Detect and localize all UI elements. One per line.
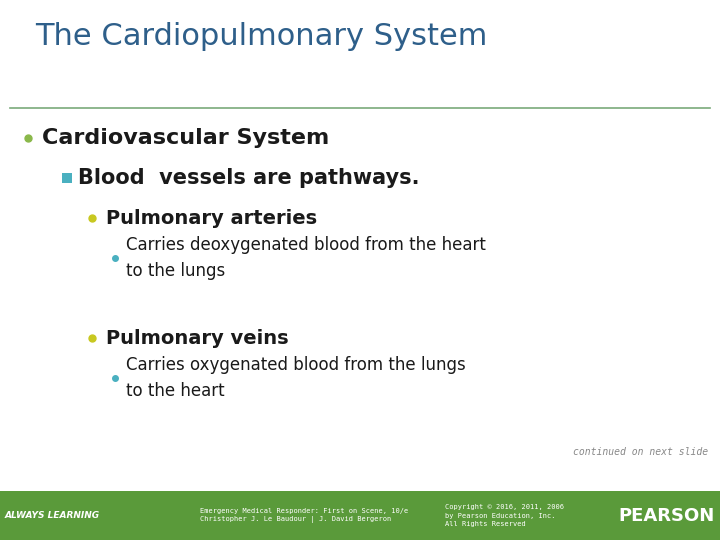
- Text: The Cardiopulmonary System: The Cardiopulmonary System: [35, 22, 487, 51]
- Bar: [62, 173, 72, 183]
- Text: Emergency Medical Responder: First on Scene, 10/e
Christopher J. Le Baudour | J.: Emergency Medical Responder: First on Sc…: [200, 508, 408, 523]
- Text: ALWAYS LEARNING: ALWAYS LEARNING: [5, 511, 100, 520]
- Text: Cardiovascular System: Cardiovascular System: [42, 128, 329, 148]
- Text: Carries oxygenated blood from the lungs
to the heart: Carries oxygenated blood from the lungs …: [126, 356, 466, 400]
- Text: Blood  vessels are pathways.: Blood vessels are pathways.: [78, 168, 420, 188]
- Text: Pulmonary arteries: Pulmonary arteries: [106, 208, 317, 227]
- Text: continued on next slide: continued on next slide: [573, 447, 708, 457]
- Text: Carries deoxygenated blood from the heart
to the lungs: Carries deoxygenated blood from the hear…: [126, 237, 486, 280]
- Text: Pulmonary veins: Pulmonary veins: [106, 328, 289, 348]
- Text: PEARSON: PEARSON: [618, 507, 715, 525]
- Text: Copyright © 2016, 2011, 2006
by Pearson Education, Inc.
All Rights Reserved: Copyright © 2016, 2011, 2006 by Pearson …: [445, 504, 564, 527]
- Bar: [0, 491, 720, 540]
